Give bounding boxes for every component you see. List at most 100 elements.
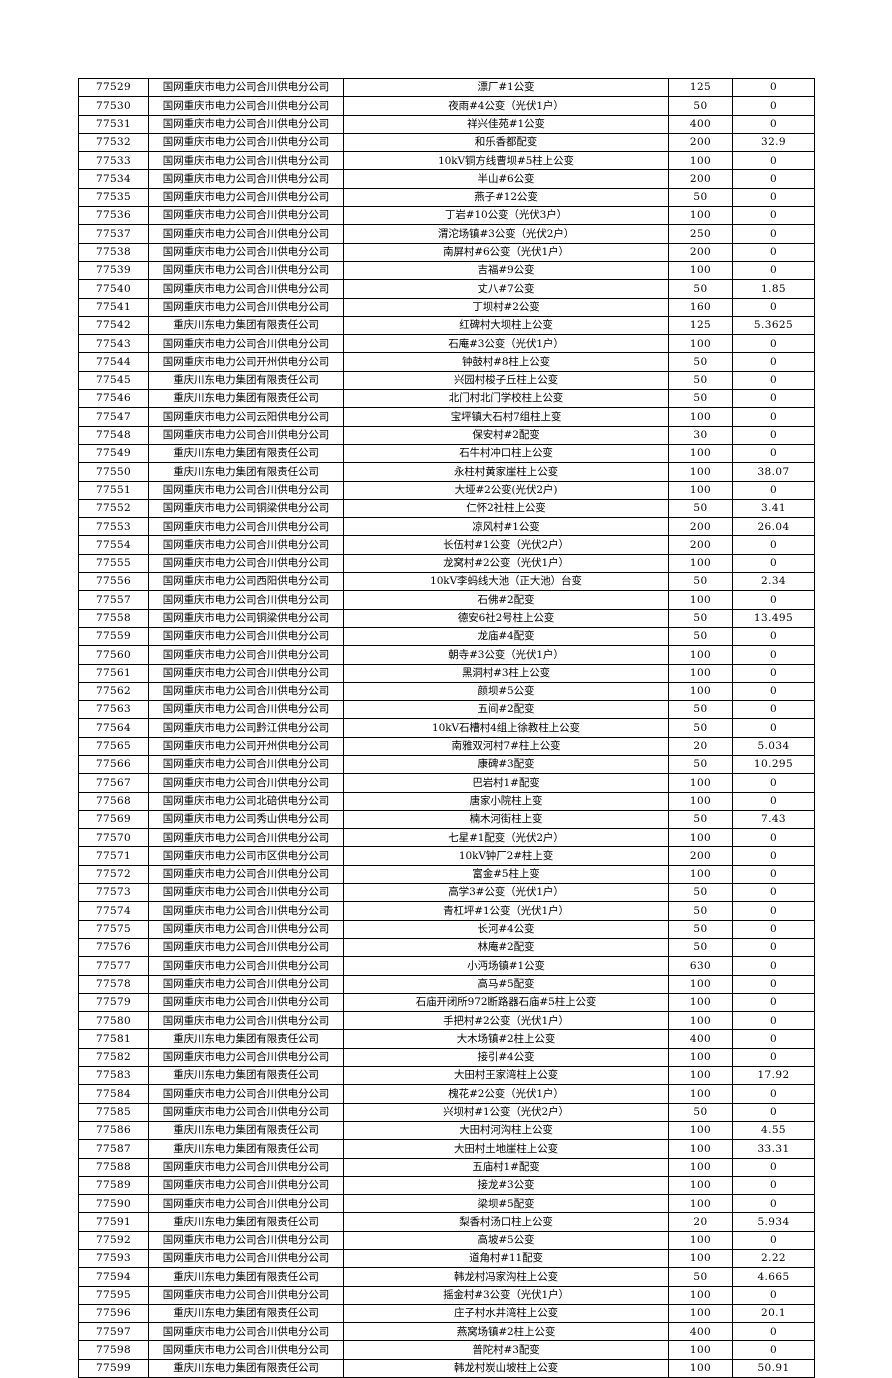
cell-supply-unit: 国网重庆市电力公司合川供电分公司 — [148, 187, 344, 208]
table-row: 77573 国网重庆市电力公司合川供电分公司 高学3#公变（光伏1户） 50 0 — [78, 883, 815, 903]
cell-value: 0 — [732, 242, 815, 262]
cell-record-id: 77535 — [78, 187, 149, 208]
cell-record-id: 77564 — [78, 718, 149, 738]
cell-record-id: 77568 — [78, 791, 149, 811]
cell-record-id: 77599 — [78, 1358, 149, 1378]
table-row: 77544 国网重庆市电力公司开州供电分公司 钟鼓村#8柱上公变 50 0 — [78, 352, 815, 372]
cell-supply-unit: 国网重庆市电力公司合川供电分公司 — [148, 77, 344, 98]
cell-value: 0 — [732, 791, 815, 811]
cell-capacity: 50 — [668, 572, 733, 592]
cell-value: 50.91 — [732, 1358, 815, 1378]
cell-capacity: 100 — [668, 773, 733, 793]
cell-value: 0 — [732, 992, 815, 1013]
cell-capacity: 200 — [668, 517, 733, 537]
cell-value: 0 — [732, 224, 815, 244]
cell-record-id: 77550 — [78, 462, 149, 482]
table-row: 77554 国网重庆市电力公司合川供电分公司 长伍村#1公变（光伏2户） 200 0 — [78, 535, 815, 555]
cell-transformer-name: 丈八#7公变 — [343, 279, 669, 299]
cell-supply-unit: 国网重庆市电力公司西阳供电分公司 — [148, 572, 344, 592]
cell-record-id: 77576 — [78, 937, 149, 958]
cell-value: 0 — [732, 718, 815, 738]
cell-transformer-name: 道角村#11配变 — [343, 1248, 669, 1269]
cell-value: 0 — [732, 1230, 815, 1251]
cell-value: 32.9 — [732, 132, 815, 153]
table-row: 77546 重庆川东电力集团有限责任公司 北门村北门学校柱上公变 50 0 — [78, 389, 815, 409]
cell-supply-unit: 国网重庆市电力公司合川供电分公司 — [148, 224, 344, 244]
cell-capacity: 30 — [668, 425, 733, 445]
cell-value: 0 — [732, 901, 815, 921]
table-row: 77561 国网重庆市电力公司合川供电分公司 黑洞村#3柱上公变 100 0 — [78, 663, 815, 683]
cell-supply-unit: 国网重庆市电力公司合川供电分公司 — [148, 425, 344, 445]
table-row: 77576 国网重庆市电力公司合川供电分公司 林庵#2配变 50 0 — [78, 937, 815, 958]
cell-record-id: 77554 — [78, 535, 149, 555]
table-row: 77596 重庆川东电力集团有限责任公司 庄子村水井湾柱上公变 100 20.1 — [78, 1303, 815, 1324]
cell-value: 0 — [732, 96, 815, 116]
cell-record-id: 77539 — [78, 260, 149, 281]
cell-record-id: 77530 — [78, 96, 149, 116]
cell-supply-unit: 国网重庆市电力公司合川供电分公司 — [148, 828, 344, 848]
cell-capacity: 200 — [668, 846, 733, 866]
table-row: 77583 重庆川东电力集团有限责任公司 大田村王家湾柱上公变 100 17.92 — [78, 1066, 815, 1086]
cell-value: 0 — [732, 206, 815, 226]
cell-supply-unit: 重庆川东电力集团有限责任公司 — [148, 462, 344, 482]
cell-supply-unit: 国网重庆市电力公司合川供电分公司 — [148, 681, 344, 702]
cell-record-id: 77570 — [78, 828, 149, 848]
cell-record-id: 77556 — [78, 572, 149, 592]
cell-transformer-name: 高马#5配变 — [343, 974, 669, 994]
cell-capacity: 50 — [668, 370, 733, 391]
cell-transformer-name: 渭沱场镇#3公变（光伏2户） — [343, 224, 669, 244]
cell-supply-unit: 国网重庆市电力公司合川供电分公司 — [148, 480, 344, 500]
cell-value: 0 — [732, 407, 815, 427]
cell-record-id: 77566 — [78, 754, 149, 775]
cell-value: 0 — [732, 187, 815, 208]
cell-capacity: 100 — [668, 992, 733, 1013]
cell-transformer-name: 楠木河街柱上变 — [343, 809, 669, 830]
cell-transformer-name: 夜雨#4公变（光伏1户） — [343, 96, 669, 116]
cell-supply-unit: 国网重庆市电力公司合川供电分公司 — [148, 754, 344, 775]
cell-capacity: 100 — [668, 1120, 733, 1141]
cell-capacity: 50 — [668, 754, 733, 775]
cell-supply-unit: 国网重庆市电力公司合川供电分公司 — [148, 590, 344, 610]
cell-transformer-name: 南雅双河村7#柱上公变 — [343, 736, 669, 756]
table-row: 77550 重庆川东电力集团有限责任公司 永柱村黄家崖柱上公变 100 38.07 — [78, 462, 815, 482]
cell-capacity: 100 — [668, 334, 733, 354]
cell-transformer-name: 大田村王家湾柱上公变 — [343, 1066, 669, 1086]
table-row: 77590 国网重庆市电力公司合川供电分公司 梁坝#5配变 100 0 — [78, 1194, 815, 1214]
cell-capacity: 100 — [668, 407, 733, 427]
cell-capacity: 200 — [668, 242, 733, 262]
cell-supply-unit: 国网重庆市电力公司合川供电分公司 — [148, 334, 344, 354]
cell-transformer-name: 燕窝场镇#2柱上公变 — [343, 1322, 669, 1342]
table-container: 77529 国网重庆市电力公司合川供电分公司 漂厂#1公变 125 0 77530 国网重庆… — [78, 77, 815, 1378]
cell-transformer-name: 庄子村水井湾柱上公变 — [343, 1303, 669, 1324]
cell-capacity: 125 — [668, 315, 733, 336]
cell-value: 5.034 — [732, 736, 815, 756]
cell-supply-unit: 国网重庆市电力公司合川供电分公司 — [148, 151, 344, 171]
cell-supply-unit: 国网重庆市电力公司合川供电分公司 — [148, 1248, 344, 1269]
cell-supply-unit: 国网重庆市电力公司合川供电分公司 — [148, 1322, 344, 1342]
cell-capacity: 50 — [668, 498, 733, 519]
cell-transformer-name: 大田村河沟柱上公变 — [343, 1120, 669, 1141]
cell-capacity: 200 — [668, 535, 733, 555]
cell-value: 0 — [732, 370, 815, 391]
cell-transformer-name: 大垭#2公变(光伏2户) — [343, 480, 669, 500]
cell-supply-unit: 国网重庆市电力公司合川供电分公司 — [148, 1102, 344, 1122]
cell-supply-unit: 国网重庆市电力公司合川供电分公司 — [148, 1157, 344, 1177]
table-row: 77529 国网重庆市电力公司合川供电分公司 漂厂#1公变 125 0 — [78, 77, 815, 98]
cell-record-id: 77542 — [78, 315, 149, 336]
cell-record-id: 77574 — [78, 901, 149, 921]
cell-value: 0 — [732, 590, 815, 610]
cell-value: 0 — [732, 1322, 815, 1342]
table-row: 77566 国网重庆市电力公司合川供电分公司 康碑#3配变 50 10.295 — [78, 754, 815, 775]
cell-value: 0 — [732, 937, 815, 958]
table-row: 77592 国网重庆市电力公司合川供电分公司 高坡#5公变 100 0 — [78, 1230, 815, 1251]
cell-supply-unit: 重庆川东电力集团有限责任公司 — [148, 1029, 344, 1049]
cell-capacity: 100 — [668, 480, 733, 500]
table-row: 77530 国网重庆市电力公司合川供电分公司 夜雨#4公变（光伏1户） 50 0 — [78, 96, 815, 116]
table-row: 77541 国网重庆市电力公司合川供电分公司 丁坝村#2公变 160 0 — [78, 297, 815, 317]
cell-supply-unit: 重庆川东电力集团有限责任公司 — [148, 1139, 344, 1159]
cell-transformer-name: 青杠坪#1公变（光伏1户） — [343, 901, 669, 921]
cell-record-id: 77553 — [78, 517, 149, 537]
cell-record-id: 77547 — [78, 407, 149, 427]
cell-capacity: 100 — [668, 663, 733, 683]
cell-supply-unit: 国网重庆市电力公司合川供电分公司 — [148, 901, 344, 921]
